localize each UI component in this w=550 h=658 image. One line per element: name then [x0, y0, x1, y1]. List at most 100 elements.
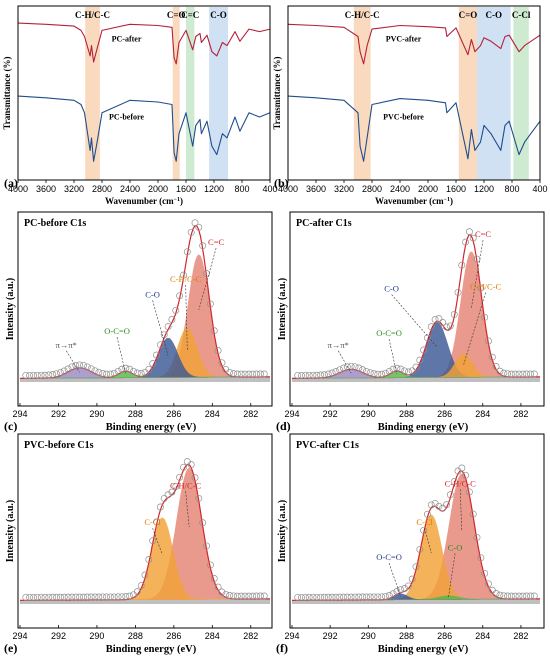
data-point-f-21 [374, 593, 382, 601]
data-point-c-13 [72, 361, 80, 369]
x-tick-label-f-2: 290 [361, 631, 376, 641]
data-point-c-60 [253, 370, 260, 378]
panel-label-b: (b) [274, 176, 289, 190]
data-point-c-19 [95, 368, 103, 376]
data-point-e-9 [56, 593, 64, 601]
data-point-e-40 [176, 473, 184, 481]
series-label-a-0: PC-after [112, 34, 142, 43]
data-point-d-14 [347, 362, 355, 370]
data-point-d-32 [416, 356, 424, 364]
xps-panel-c: C=C C-H/C-C C-O O-C=O π→π* PC-before C1s 294 29… [4, 211, 273, 433]
data-point-c-28 [130, 367, 137, 375]
data-point-e-58 [245, 592, 253, 600]
data-point-e-31 [141, 571, 149, 579]
data-point-c-4 [37, 371, 45, 379]
x-axis-label-close: ) [450, 196, 453, 206]
data-point-f-45 [465, 488, 473, 496]
x-axis-label-e: Binding energy (eV) [106, 644, 197, 655]
data-point-f-62 [530, 592, 538, 600]
data-point-f-46 [469, 510, 477, 518]
data-point-d-46 [469, 234, 477, 242]
data-point-d-1 [298, 371, 305, 379]
data-point-d-4 [309, 371, 317, 379]
data-point-e-38 [168, 488, 176, 496]
data-point-d-31 [412, 363, 420, 371]
peak-label-d-4: π→π* [328, 340, 349, 350]
data-point-c-57 [241, 370, 249, 378]
data-point-f-0 [294, 593, 302, 601]
data-point-f-29 [404, 582, 412, 590]
data-point-e-22 [106, 593, 114, 601]
data-point-f-58 [515, 592, 523, 600]
axes-frame-a [17, 5, 271, 181]
data-point-d-40 [446, 322, 454, 330]
data-point-f-27 [397, 586, 405, 594]
x-tick-label-e-0: 294 [12, 631, 27, 641]
data-point-c-21 [103, 370, 110, 378]
data-point-f-26 [393, 588, 401, 595]
data-point-f-9 [328, 593, 336, 601]
x-tick-label-c-2: 290 [89, 409, 104, 419]
band-label-b-1: C=O [459, 10, 478, 20]
x-tick-label-b-7: 1200 [474, 184, 494, 194]
data-point-c-41 [180, 271, 187, 279]
band-label-b-0: C-H/C-C [345, 10, 380, 20]
peak-label-d-0: C=C [475, 229, 491, 239]
data-point-f-57 [511, 592, 519, 600]
data-point-c-6 [45, 371, 53, 379]
band-label-a-1: C=O [167, 10, 186, 20]
x-tick-label-c-5: 284 [205, 409, 220, 419]
data-point-e-33 [149, 537, 157, 545]
peak-label-c-0: C=C [208, 237, 224, 247]
band-a-1 [172, 7, 180, 180]
data-point-c-48 [206, 300, 214, 308]
axes-frame-c [17, 211, 273, 407]
data-point-e-59 [249, 592, 257, 600]
x-tick-label-c-4: 286 [166, 409, 181, 419]
data-point-d-51 [488, 353, 496, 361]
data-point-d-10 [332, 368, 340, 376]
data-point-d-21 [374, 370, 382, 378]
data-point-e-60 [253, 592, 260, 600]
data-point-c-53 [226, 368, 234, 376]
data-point-f-4 [309, 593, 317, 601]
x-tick-label-a-6: 1600 [176, 184, 196, 194]
data-point-f-34 [423, 510, 431, 518]
data-point-e-56 [237, 592, 245, 600]
x-axis-label-sup: −1 [174, 197, 180, 203]
panel-label-c: (c) [4, 419, 17, 433]
data-point-e-52 [222, 590, 230, 598]
data-point-c-24 [114, 367, 122, 375]
data-point-c-44 [191, 219, 199, 227]
data-point-e-54 [230, 592, 237, 600]
data-point-c-46 [199, 242, 207, 250]
peak-label-d-3: O-C=O [376, 328, 402, 338]
data-point-e-7 [49, 593, 57, 601]
peak-label-c-1: C-H/C-C [170, 274, 202, 284]
data-point-e-44 [191, 474, 199, 482]
data-point-e-4 [37, 593, 45, 601]
band-label-a-2: C=C [181, 10, 199, 20]
data-point-d-19 [366, 369, 374, 377]
data-point-d-54 [500, 369, 508, 377]
panel-label-a: (a) [4, 176, 18, 190]
data-point-d-23 [382, 369, 389, 377]
series-label-b-0: PVC-after [386, 34, 422, 43]
data-point-c-54 [230, 370, 237, 378]
data-point-e-34 [153, 518, 160, 526]
data-point-e-36 [160, 494, 168, 502]
panel-label-e: (e) [4, 641, 17, 655]
data-point-c-32 [145, 365, 153, 373]
x-tick-label-a-3: 2800 [92, 184, 112, 194]
x-axis-label-sup: −1 [444, 197, 450, 203]
peak-d-3 [291, 370, 540, 379]
data-point-e-37 [164, 491, 172, 499]
x-axis-label-d: Binding energy (eV) [378, 422, 469, 433]
data-point-e-35 [156, 503, 164, 511]
data-point-d-35 [427, 323, 435, 331]
x-axis-label-f: Binding energy (eV) [378, 644, 469, 655]
x-tick-label-b-0: 4000 [278, 184, 298, 194]
series-line-b-1 [287, 95, 541, 162]
data-point-e-10 [60, 593, 68, 601]
x-tick-label-b-2: 3200 [334, 184, 354, 194]
